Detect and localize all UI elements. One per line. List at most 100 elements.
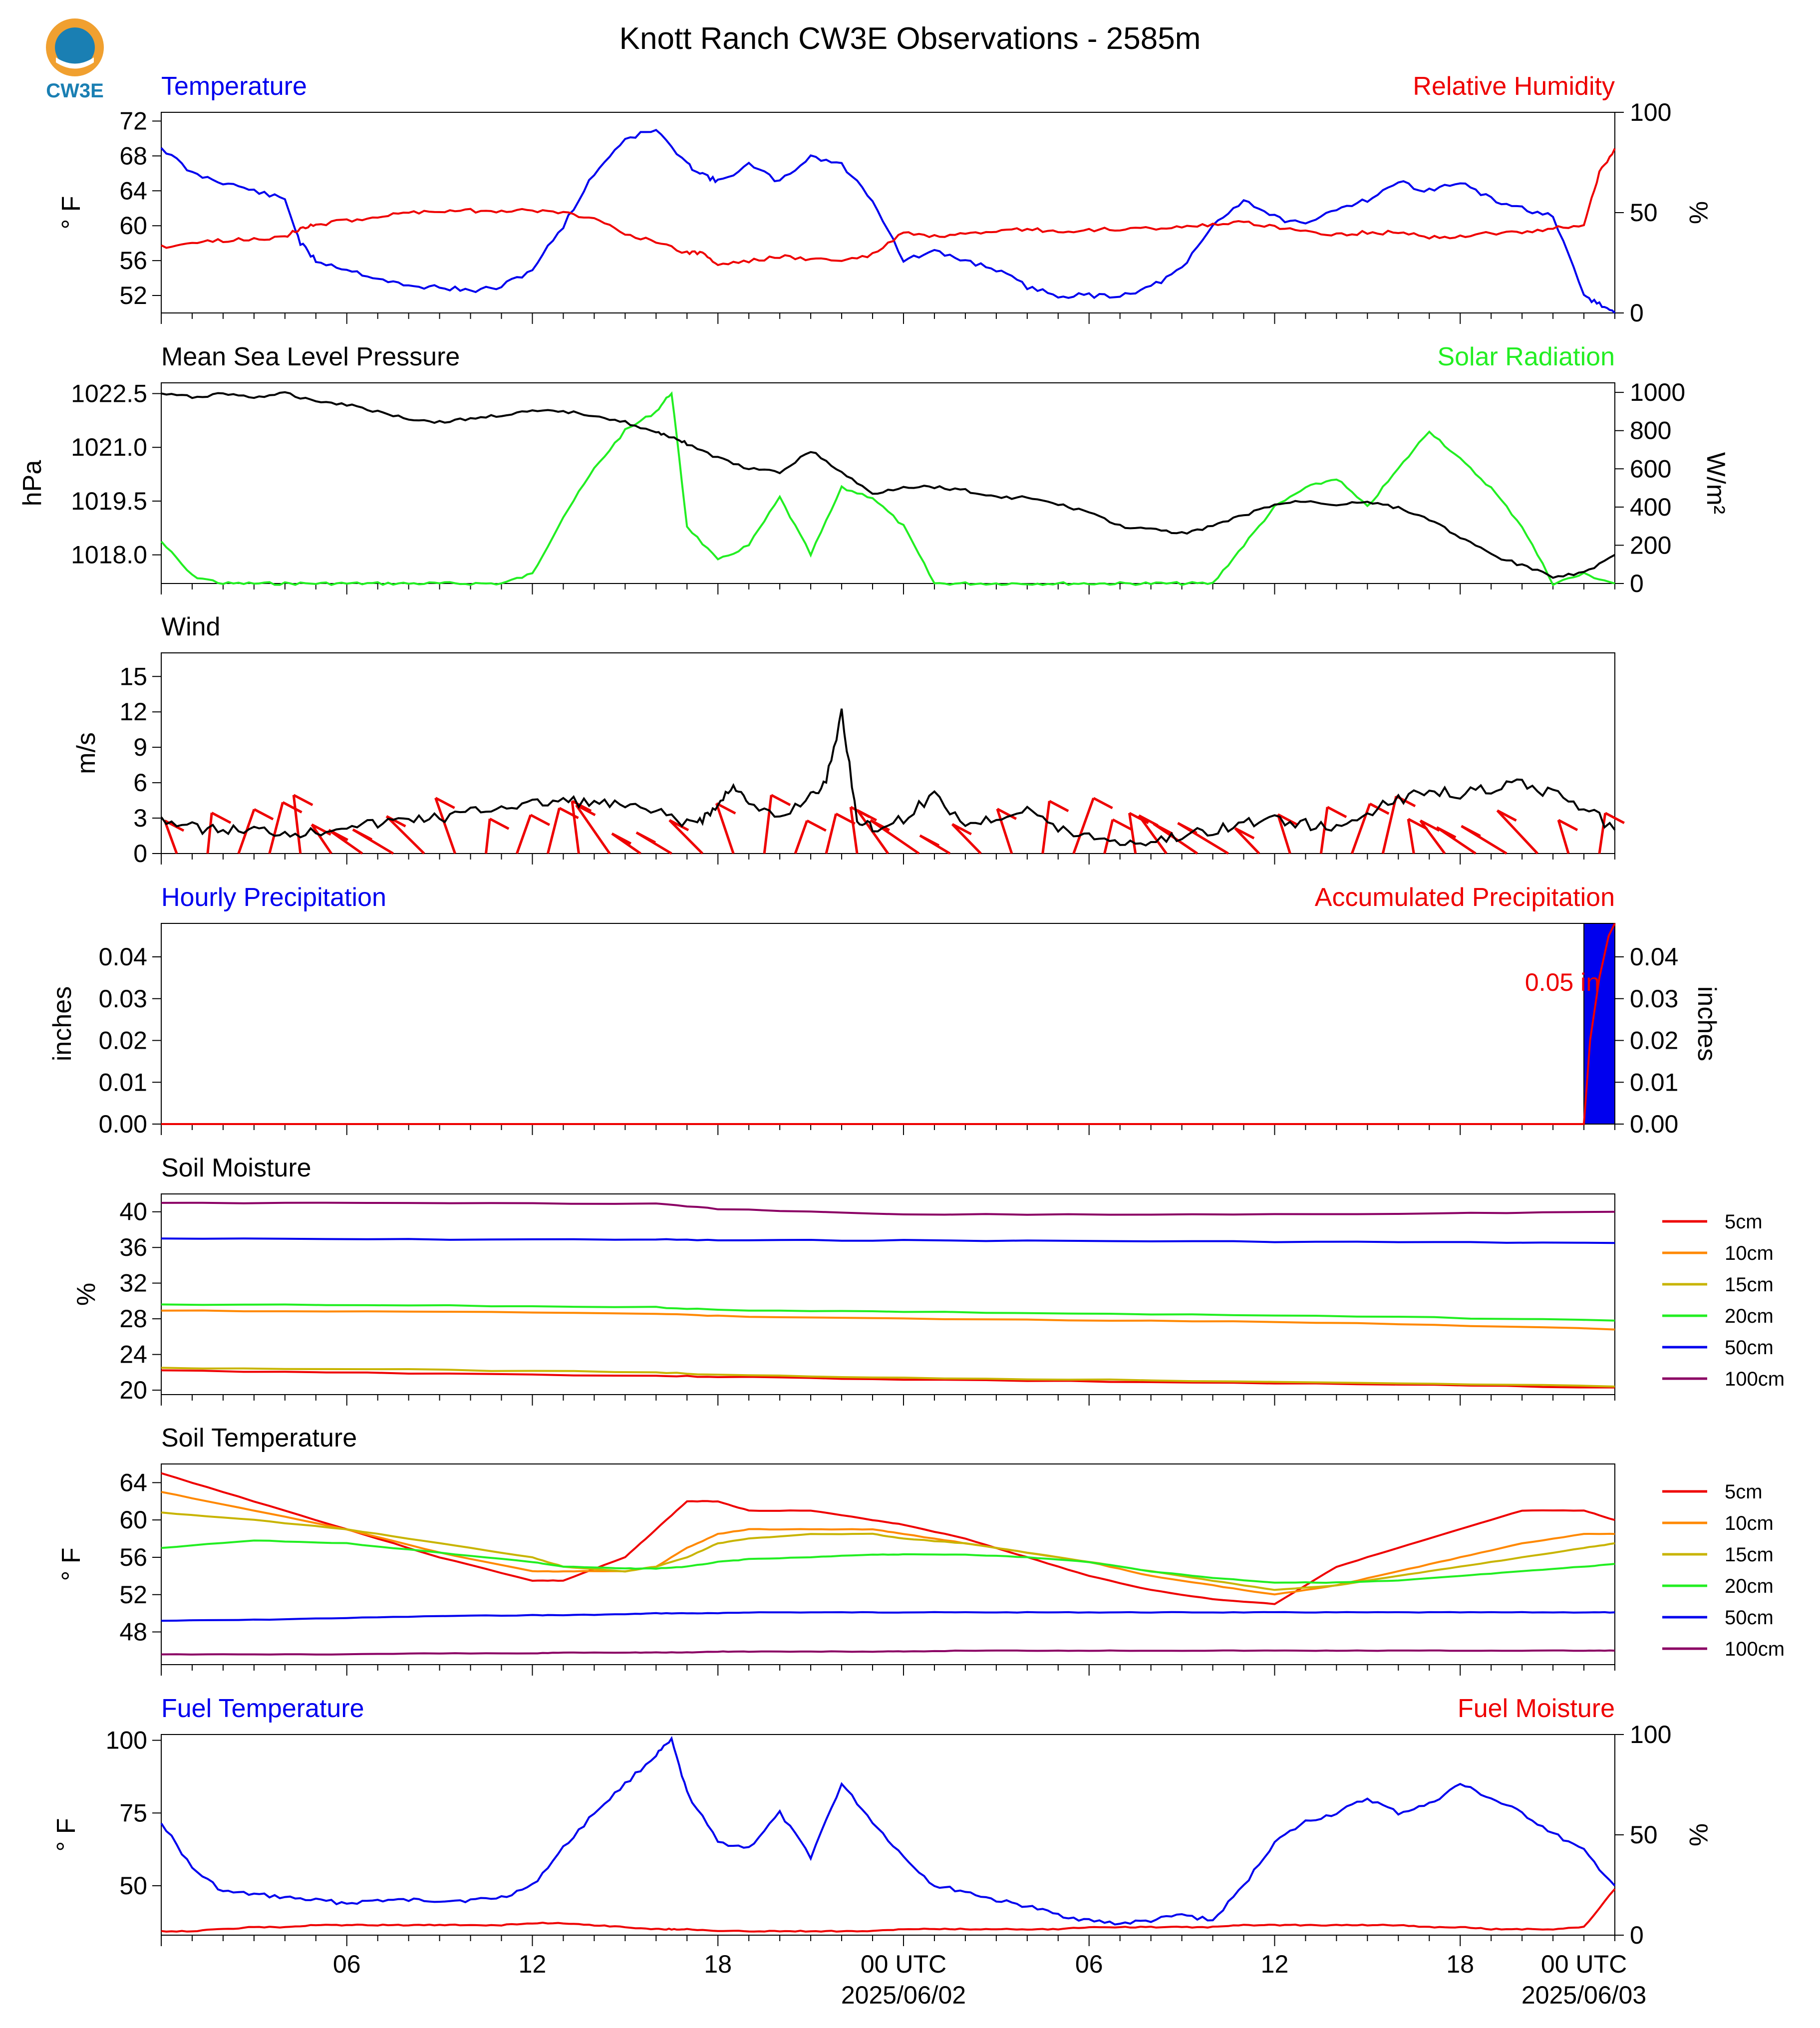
humidity-line	[161, 148, 1616, 267]
fuel-moisture-line	[161, 1888, 1616, 1933]
wind-barb-staff	[575, 804, 611, 855]
logo-text: CW3E	[46, 80, 104, 102]
legend-label: 100cm	[1725, 1638, 1785, 1660]
soil-line-5cm	[161, 1369, 1615, 1389]
x-tick-label: 00 UTC	[1541, 1950, 1627, 1978]
chart-title: Knott Ranch CW3E Observations - 2585m	[619, 21, 1201, 56]
wind-barb-flag	[253, 808, 274, 821]
wind-barb-staff	[434, 797, 456, 854]
panel-soil-moisture: Soil Moisture 20 24 28 32 36 40 % 5cm 10cm 15cm…	[72, 1154, 1785, 1406]
wind-barb-flag	[716, 802, 736, 815]
wind-barb-flag	[1093, 797, 1113, 810]
y-tick-label: 50	[1630, 199, 1658, 227]
wind-barb	[1041, 800, 1069, 854]
wind-barb	[1072, 797, 1113, 854]
logo-wave-icon	[56, 57, 94, 69]
humidity-title: Relative Humidity	[1413, 72, 1615, 101]
pressure-x-ticks	[161, 583, 1615, 594]
wind-title: Wind	[161, 612, 220, 641]
wind-barb-flag	[211, 812, 232, 824]
fuel-moisture-axis-ticks: 0 50 100	[1615, 1721, 1671, 1949]
y-tick-label: 100	[106, 1727, 147, 1754]
wind-barb	[1351, 803, 1390, 854]
wind-barb	[1234, 827, 1260, 855]
x-tick-label: 06	[1075, 1950, 1103, 1978]
y-tick-label: 0.04	[99, 943, 147, 971]
wind-barb-flag	[668, 819, 689, 832]
panel-temperature-humidity: Temperature Relative Humidity 52 56 60 64 68…	[57, 72, 1713, 327]
y-tick-label: 0.02	[99, 1027, 147, 1055]
wind-barb-flag	[635, 831, 656, 844]
wind-barb	[715, 802, 736, 854]
legend-label: 15cm	[1725, 1544, 1774, 1566]
y-tick-label: 1019.5	[71, 487, 147, 515]
wind-barb-flag	[435, 797, 455, 809]
y-tick-label: 60	[119, 1506, 147, 1534]
wind-barb-staff	[1351, 803, 1371, 854]
soil-line-10cm	[161, 1309, 1615, 1331]
wind-barb-staff	[206, 813, 213, 854]
y-tick-label: 3	[133, 804, 147, 832]
wind-barb-staff	[794, 820, 808, 854]
y-tick-label: 60	[119, 212, 147, 240]
panel-fuel: Fuel Temperature Fuel Moisture 50 75 100 0…	[52, 1694, 1713, 2009]
wind-barb-staff	[163, 820, 178, 854]
pressure-line	[161, 391, 1615, 579]
y-tick-label: 0.00	[99, 1110, 147, 1138]
temperature-line	[160, 129, 1616, 314]
y-tick-label: 1021.0	[71, 433, 147, 461]
temperature-title: Temperature	[161, 72, 307, 101]
y-tick-label: 72	[119, 107, 147, 135]
wind-barb-staff	[715, 803, 735, 854]
wind-barb-staff	[668, 819, 704, 855]
soil-line-5cm	[161, 1472, 1615, 1605]
panel-pressure-solar: Mean Sea Level Pressure Solar Radiation …	[18, 342, 1730, 597]
humidity-axis-ticks: 0 50 100	[1615, 98, 1671, 327]
wind-barb	[352, 828, 394, 855]
soil-line-15cm	[161, 1511, 1615, 1591]
wind-barb-flag	[559, 807, 579, 820]
wind-barb-flag	[293, 794, 313, 806]
wind-barbs	[163, 794, 1625, 855]
wind-barb-flag	[1277, 813, 1298, 826]
cw3e-logo: CW3E	[46, 18, 104, 102]
soil-temperature-title: Soil Temperature	[161, 1424, 357, 1452]
y-tick-label: 56	[119, 247, 147, 275]
y-tick-label: 0	[133, 840, 147, 868]
wind-barb	[870, 819, 920, 855]
wind-barb-staff	[1319, 807, 1329, 854]
accum-precip-title: Accumulated Precipitation	[1315, 883, 1615, 912]
wind-barb-staff	[996, 808, 1013, 854]
wind-barb	[1436, 826, 1477, 855]
x-tick-label: 18	[704, 1950, 732, 1978]
wind-barb-staff	[1419, 820, 1446, 855]
fuel-temperature-title: Fuel Temperature	[161, 1694, 364, 1723]
y-tick-label: 9	[133, 733, 147, 761]
x-axis-labels: 06 12 18 00 UTC 06 12 18 00 UTC 2025/06/02 2025/0…	[333, 1950, 1646, 2009]
wind-barb-staff	[1072, 798, 1095, 854]
soil-temperature-x-ticks	[161, 1665, 1615, 1676]
fuel-temperature-axis-ticks: 50 75 100	[106, 1727, 161, 1900]
y-tick-label: 32	[119, 1269, 147, 1297]
wind-barb	[516, 814, 551, 854]
soil-line-15cm	[161, 1367, 1615, 1388]
temperature-x-ticks	[161, 313, 1615, 324]
soil-moisture-axis-ticks: 20 24 28 32 36 40	[119, 1198, 161, 1404]
soil-line-100cm	[161, 1649, 1615, 1656]
wind-barb	[206, 812, 232, 854]
wind-barb-staff	[1276, 814, 1291, 854]
wind-speed-line	[160, 708, 1616, 847]
wind-barb	[434, 797, 456, 854]
wind-barb	[1319, 806, 1347, 854]
y-tick-label: 0.01	[99, 1068, 147, 1096]
solar-unit: W/m²	[1701, 452, 1730, 514]
wind-unit: m/s	[72, 732, 101, 774]
y-tick-label: 20	[119, 1376, 147, 1404]
y-tick-label: 0.04	[1630, 943, 1678, 971]
wind-barb-staff	[1557, 820, 1570, 854]
accum-precip-axis-ticks: 0.00 0.01 0.02 0.03 0.04	[1615, 943, 1678, 1138]
fuel-moisture-unit: %	[1684, 1823, 1713, 1846]
precip-x-ticks	[161, 1124, 1615, 1135]
pressure-axis-ticks: 1018.0 1019.5 1021.0 1022.5	[71, 380, 161, 569]
